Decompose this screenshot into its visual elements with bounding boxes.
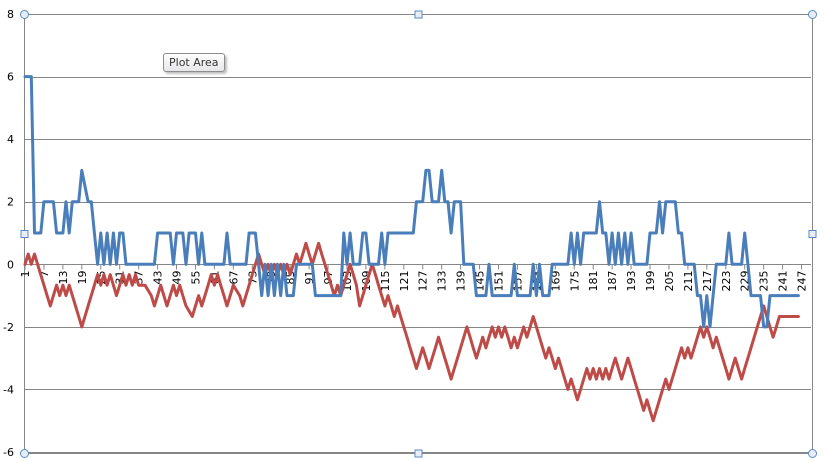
x-tick-label: 199 xyxy=(644,271,657,292)
y-axis-tick-labels: 8 6 4 2 0 -2 -4 -6 xyxy=(3,8,14,459)
x-tick-label: 49 xyxy=(171,271,184,285)
x-tick-label: 121 xyxy=(398,271,411,292)
x-tick-label: 217 xyxy=(701,271,714,292)
x-tick-label: 211 xyxy=(682,271,695,292)
x-tick-label: 247 xyxy=(796,271,809,292)
y-tick-label: -4 xyxy=(3,383,14,396)
x-tick-label: 169 xyxy=(549,271,562,292)
series-lines xyxy=(23,75,800,423)
y-tick-label: 6 xyxy=(7,71,14,84)
x-tick-label: 151 xyxy=(492,271,505,292)
y-tick-label: 8 xyxy=(7,8,14,21)
x-tick-label: 115 xyxy=(379,271,392,292)
x-tick-label: 235 xyxy=(758,271,771,292)
x-tick-label: 175 xyxy=(568,271,581,292)
side-resize-handle[interactable] xyxy=(808,230,817,238)
x-tick-label: 139 xyxy=(455,271,468,292)
series-2-line xyxy=(23,241,800,423)
side-resize-handle[interactable] xyxy=(414,10,423,19)
y-tick-label: -6 xyxy=(3,446,14,459)
x-tick-label: 133 xyxy=(436,271,449,292)
corner-resize-handle[interactable] xyxy=(20,449,29,458)
y-tick-label: -2 xyxy=(3,321,14,334)
selection-handles[interactable] xyxy=(20,10,817,458)
x-tick-label: 1 xyxy=(19,271,32,278)
x-tick-label: 187 xyxy=(606,271,619,292)
x-tick-label: 19 xyxy=(76,271,89,285)
chart-area-border xyxy=(24,14,813,454)
side-resize-handle[interactable] xyxy=(20,230,29,238)
x-tick-label: 223 xyxy=(720,271,733,292)
x-tick-label: 193 xyxy=(625,271,638,292)
plot-area-tooltip: Plot Area xyxy=(163,53,225,72)
x-tick-label: 43 xyxy=(152,271,165,285)
series-1-line xyxy=(23,75,800,329)
x-tick-label: 127 xyxy=(417,271,430,292)
x-tick-label: 241 xyxy=(777,271,790,292)
x-tick-label: 13 xyxy=(57,271,70,285)
y-tick-label: 0 xyxy=(7,258,14,271)
side-resize-handle[interactable] xyxy=(414,449,423,458)
x-tick-label: 181 xyxy=(587,271,600,292)
y-tick-label: 4 xyxy=(7,133,14,146)
x-tick-label: 55 xyxy=(189,271,202,285)
y-tick-label: 2 xyxy=(7,196,14,209)
x-tick-label: 205 xyxy=(663,271,676,292)
corner-resize-handle[interactable] xyxy=(808,449,817,458)
corner-resize-handle[interactable] xyxy=(20,10,29,19)
x-tick-label: 67 xyxy=(227,271,240,285)
x-tick-label: 7 xyxy=(38,271,51,278)
corner-resize-handle[interactable] xyxy=(808,10,817,19)
